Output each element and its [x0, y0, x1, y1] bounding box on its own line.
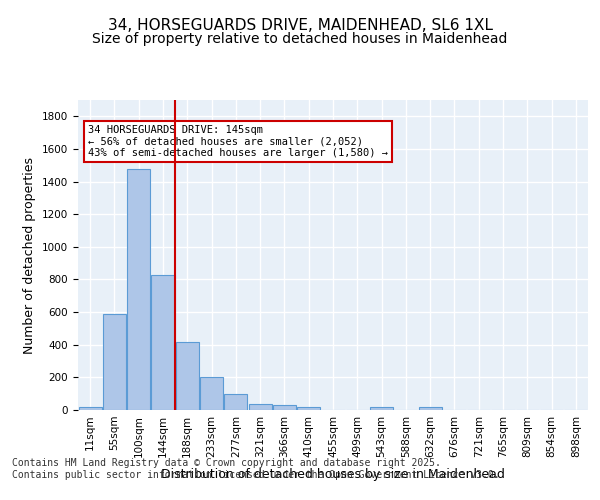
X-axis label: Distribution of detached houses by size in Maidenhead: Distribution of detached houses by size …	[161, 468, 505, 481]
Bar	[248, 404, 272, 410]
Bar	[79, 406, 101, 410]
Bar	[151, 274, 175, 410]
Bar	[419, 407, 442, 410]
Bar	[297, 407, 320, 410]
Bar	[224, 394, 247, 410]
Text: Contains HM Land Registry data © Crown copyright and database right 2025.
Contai: Contains HM Land Registry data © Crown c…	[12, 458, 500, 480]
Y-axis label: Number of detached properties: Number of detached properties	[23, 156, 37, 354]
Bar	[370, 406, 393, 410]
Bar	[273, 405, 296, 410]
Bar	[127, 168, 150, 410]
Bar	[200, 378, 223, 410]
Text: 34 HORSEGUARDS DRIVE: 145sqm
← 56% of detached houses are smaller (2,052)
43% of: 34 HORSEGUARDS DRIVE: 145sqm ← 56% of de…	[88, 125, 388, 158]
Bar	[176, 342, 199, 410]
Text: Size of property relative to detached houses in Maidenhead: Size of property relative to detached ho…	[92, 32, 508, 46]
Bar	[103, 314, 126, 410]
Text: 34, HORSEGUARDS DRIVE, MAIDENHEAD, SL6 1XL: 34, HORSEGUARDS DRIVE, MAIDENHEAD, SL6 1…	[107, 18, 493, 32]
